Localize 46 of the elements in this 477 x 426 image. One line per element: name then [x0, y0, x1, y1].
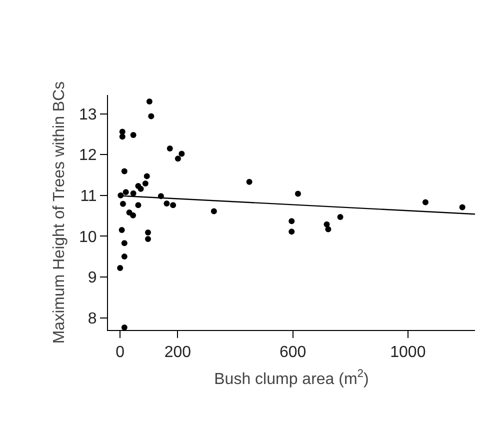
point — [459, 204, 466, 210]
point — [135, 202, 142, 208]
point — [144, 173, 150, 180]
x-tick-label: 600 — [279, 344, 306, 362]
point — [121, 168, 128, 174]
point — [170, 202, 176, 208]
y-tick-label: 9 — [88, 270, 97, 287]
point — [118, 227, 125, 234]
point — [119, 134, 126, 140]
point — [138, 186, 144, 192]
point — [145, 229, 152, 236]
y-tick-label: 13 — [79, 106, 97, 124]
point — [178, 150, 185, 157]
point — [294, 190, 301, 197]
point — [145, 236, 152, 242]
point — [288, 218, 295, 224]
point — [121, 324, 128, 330]
point — [164, 200, 170, 207]
point — [121, 254, 128, 260]
point — [120, 200, 126, 207]
point — [288, 228, 295, 235]
y-tick-label: 8 — [88, 310, 97, 328]
point — [422, 199, 428, 206]
y-axis-title: Maximum Height of Trees within BCs — [50, 81, 68, 344]
point — [130, 132, 136, 138]
point — [246, 178, 252, 185]
x-tick-label: 1000 — [390, 344, 426, 362]
point — [166, 145, 173, 152]
point — [142, 180, 148, 187]
x-tick-label: 0 — [116, 344, 125, 362]
point — [337, 214, 344, 220]
x-axis-title: Bush clump area (m$^{2}$) — [214, 368, 369, 388]
point — [130, 212, 136, 218]
point — [174, 156, 181, 162]
point — [325, 226, 332, 232]
point — [117, 264, 124, 271]
point — [130, 190, 136, 196]
x-tick-label: 200 — [164, 344, 192, 362]
y-tick-label: 11 — [80, 188, 97, 205]
point — [146, 98, 152, 105]
y-tick-label: 12 — [79, 147, 97, 164]
point — [210, 208, 217, 214]
point — [121, 240, 128, 246]
point — [148, 113, 154, 120]
point — [122, 189, 129, 196]
y-tick-label: 10 — [79, 228, 97, 246]
